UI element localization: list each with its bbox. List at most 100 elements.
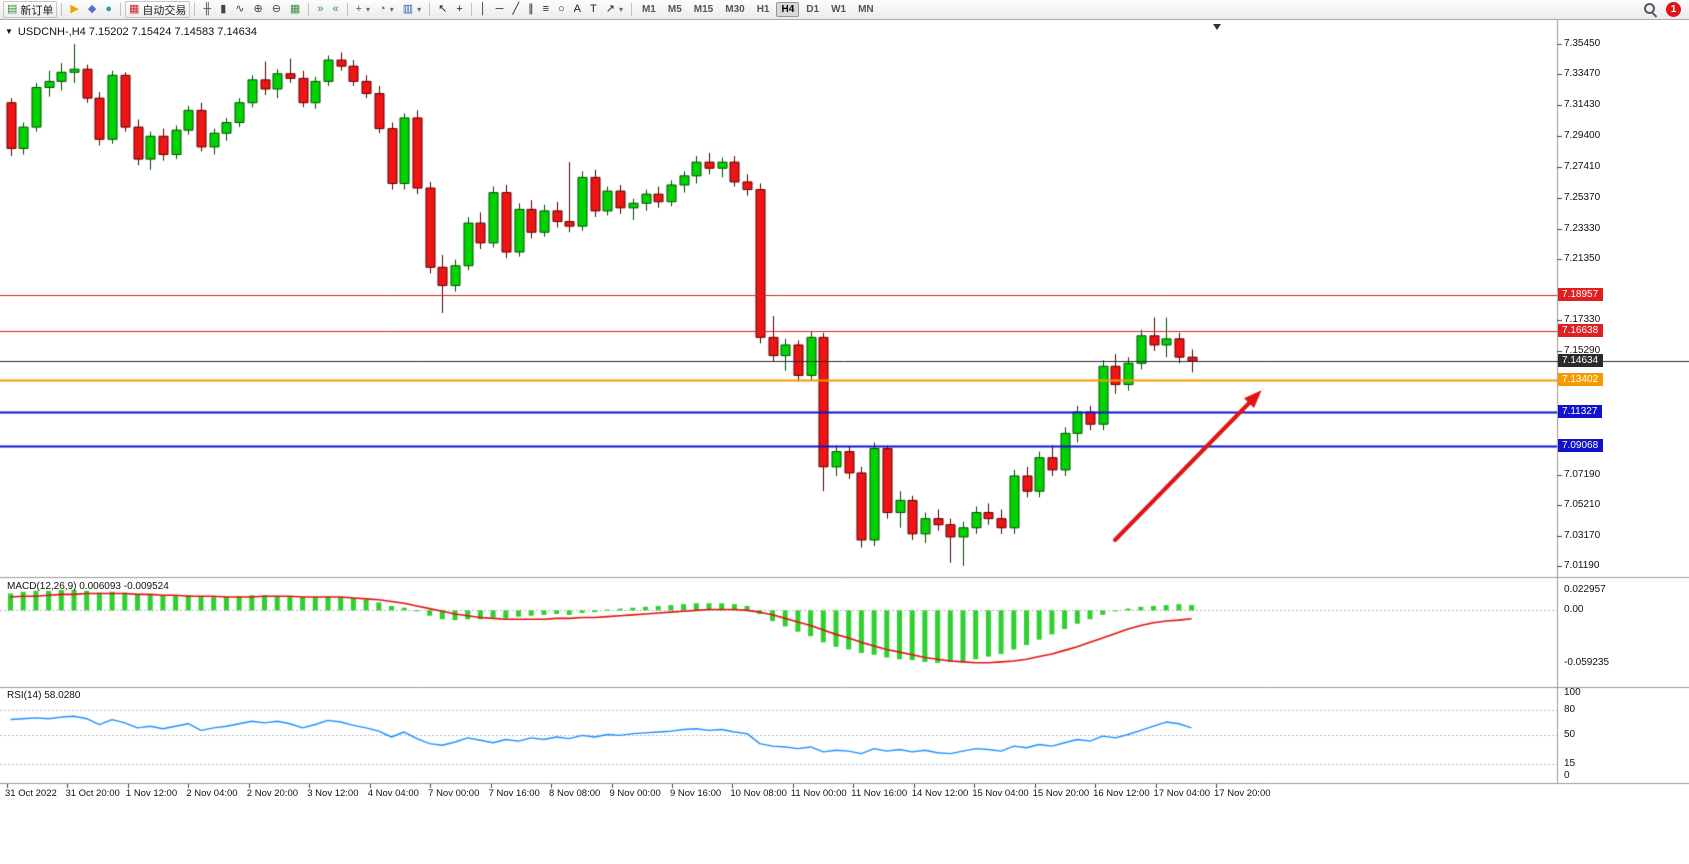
time-label: 9 Nov 16:00 [669, 788, 722, 799]
resistance-line-upper-badge: 7.18957 [1558, 288, 1604, 302]
signals-icon: ● [105, 3, 112, 15]
toolbar-separator [470, 3, 472, 16]
time-label: 14 Nov 12:00 [911, 788, 969, 799]
candlestick-chart[interactable] [0, 20, 1689, 864]
timeframe-h4-button[interactable]: H4 [776, 2, 800, 17]
shapes-button[interactable]: ○ [554, 1, 569, 18]
timeframe-m5-button[interactable]: M5 [663, 2, 687, 17]
support-line-upper-badge: 7.11327 [1558, 404, 1603, 418]
vertical-line-icon: │ [479, 3, 487, 15]
time-label: 11 Nov 16:00 [851, 788, 908, 799]
toolbar-separator [61, 3, 63, 16]
new-order-icon: ▤ [7, 3, 18, 15]
rsi-axis-tick: 0 [1564, 770, 1570, 781]
time-label: 10 Nov 08:00 [730, 788, 787, 799]
price-tick: 7.21350 [1564, 252, 1601, 264]
notification-badge[interactable]: 1 [1666, 2, 1681, 17]
templates-icon: ▥ [402, 3, 414, 15]
timeframe-h1-button[interactable]: H1 [752, 2, 775, 17]
time-label: 16 Nov 12:00 [1093, 788, 1150, 799]
cursor-button[interactable]: ↖ [434, 1, 451, 18]
periods-dropdown-arrow-icon: ▾ [389, 5, 394, 14]
candlestick-button[interactable]: ▮ [216, 1, 230, 18]
zoom-out-button[interactable]: ⊖ [268, 1, 285, 18]
indicators-icon: + [355, 3, 363, 15]
text-button[interactable]: A [570, 1, 585, 18]
auto-trading-button[interactable]: ▦ 自动交易 [125, 1, 191, 18]
chart-window: ▼ USDCNH-,H4 7.15202 7.15424 7.14583 7.1… [0, 20, 1689, 864]
indicators-button[interactable]: + ▾ [352, 1, 374, 18]
zoom-in-icon: ⊕ [253, 3, 263, 15]
time-label: 8 Nov 08:00 [549, 788, 601, 799]
time-label: 15 Nov 04:00 [972, 788, 1029, 799]
time-label: 9 Nov 00:00 [609, 788, 661, 799]
horizontal-line-icon: ─ [495, 3, 504, 15]
time-label: 2 Nov 04:00 [186, 788, 238, 799]
chart-shift-marker[interactable] [1213, 24, 1221, 30]
toolbar-separator [194, 3, 196, 16]
rsi-axis-tick: 80 [1564, 703, 1576, 715]
timeframe-m30-button[interactable]: M30 [720, 2, 749, 17]
shapes-icon: ○ [558, 3, 565, 15]
auto-scroll-button[interactable]: » [313, 1, 327, 18]
price-tick: 7.15290 [1564, 345, 1601, 357]
fibonacci-button[interactable]: ≡ [539, 1, 553, 18]
support-line-lower-badge: 7.09068 [1558, 439, 1604, 452]
periods-button[interactable]: ◔ ▾ [375, 1, 398, 18]
templates-dropdown-arrow-icon: ▾ [417, 5, 422, 14]
toolbar-separator [346, 3, 348, 16]
crosshair-button[interactable]: + [452, 1, 466, 18]
time-label: 3 Nov 12:00 [307, 788, 359, 799]
crosshair-icon: + [456, 3, 463, 15]
trendline-button[interactable]: ╱ [508, 1, 523, 18]
main-toolbar: ▤ 新订单 ▶ ◆ ● ▦ 自动交易 ╫ ▮ ∿ ⊕ ⊖ ▦» «+ ▾ ◔ ▾ ▥ ▾ ↖ + │ ─ ╱ ∥ ≡ ○ A T ↗ ▾ M… [0, 0, 1689, 20]
price-tick: 7.29400 [1564, 130, 1601, 142]
vertical-line-button[interactable]: │ [476, 1, 491, 18]
timeframe-mn-button[interactable]: MN [853, 2, 879, 17]
price-tick: 7.33470 [1564, 68, 1601, 80]
resistance-line-lower-badge: 7.16638 [1558, 323, 1604, 337]
macd-axis-tick: -0.059235 [1564, 657, 1610, 668]
channel-button[interactable]: ∥ [524, 1, 538, 18]
timeframe-m1-button[interactable]: M1 [637, 2, 661, 17]
search-icon[interactable] [1643, 2, 1658, 18]
line-chart-button[interactable]: ∿ [231, 1, 248, 18]
time-label: 11 Nov 00:00 [790, 788, 847, 799]
bar-chart-icon: ╫ [203, 3, 212, 15]
timeframe-d1-button[interactable]: D1 [801, 2, 824, 17]
alerts-horn-icon[interactable]: ▶ [66, 1, 82, 18]
time-label: 4 Nov 04:00 [367, 788, 419, 799]
label-icon: T [590, 3, 597, 15]
time-label: 1 Nov 12:00 [125, 788, 178, 799]
timeframe-group: M1 M5 M15 M30 H1 H4 D1 W1 MN [636, 2, 880, 17]
price-tick: 7.27410 [1564, 160, 1601, 172]
tile-windows-button[interactable]: ▦ [286, 1, 304, 18]
symbol-ohlc-label: USDCNH-,H4 7.15202 7.15424 7.14583 7.146… [17, 26, 258, 38]
templates-button[interactable]: ▥ ▾ [399, 1, 425, 18]
macd-indicator-label: MACD(12,26,9) 0.006093 -0.009524 [7, 581, 169, 592]
line-chart-icon: ∿ [235, 3, 245, 15]
horizontal-line-button[interactable]: ─ [492, 1, 508, 18]
time-label: 15 Nov 20:00 [1032, 788, 1090, 799]
price-tick: 7.35450 [1564, 38, 1601, 50]
toolbar-separator [120, 3, 121, 16]
arrows-dropdown-arrow-icon: ▾ [618, 5, 623, 14]
toolbar-separator [630, 3, 632, 16]
signals-icon[interactable]: ● [101, 1, 116, 18]
timeframe-w1-button[interactable]: W1 [826, 2, 851, 17]
zoom-in-button[interactable]: ⊕ [249, 1, 266, 18]
price-tick: 7.31430 [1564, 99, 1601, 111]
channel-icon: ∥ [528, 3, 534, 15]
one-click-trading-toggle-icon[interactable]: ▼ [5, 27, 13, 36]
label-button[interactable]: T [586, 1, 601, 18]
trendline-icon: ╱ [512, 3, 520, 15]
chart-shift-icon: « [332, 3, 339, 15]
alerts-horn-icon: ▶ [70, 3, 79, 15]
chart-shift-button[interactable]: « [328, 1, 342, 18]
arrows-button[interactable]: ↗ ▾ [602, 1, 627, 18]
timeframe-m15-button[interactable]: M15 [689, 2, 718, 17]
time-label: 17 Nov 04:00 [1153, 788, 1211, 799]
community-icon[interactable]: ◆ [84, 1, 100, 18]
bar-chart-button[interactable]: ╫ [199, 1, 215, 18]
new-order-button[interactable]: ▤ 新订单 [3, 1, 58, 18]
